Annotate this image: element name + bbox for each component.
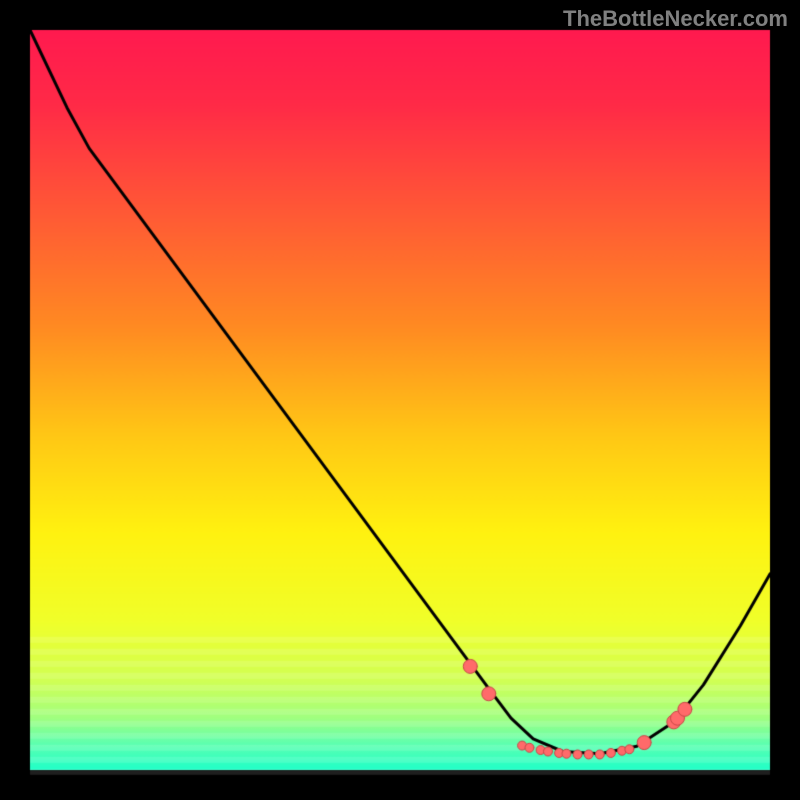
bottleneck-curve-chart [0, 0, 800, 800]
chart-container: TheBottleNecker.com [0, 0, 800, 800]
watermark-text: TheBottleNecker.com [563, 6, 788, 32]
